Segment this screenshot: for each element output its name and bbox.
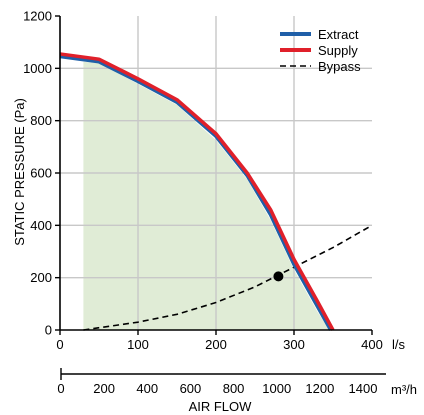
x2-tick-label: 200 xyxy=(93,381,115,396)
x-tick-label: 200 xyxy=(205,337,227,352)
x-axis-unit-ls: l/s xyxy=(392,337,406,352)
legend-label-bypass: Bypass xyxy=(318,59,361,74)
x2-tick-label: 1200 xyxy=(305,381,334,396)
legend-label-extract: Extract xyxy=(318,27,359,42)
operating-point xyxy=(273,271,284,282)
working-area xyxy=(83,61,330,331)
y-ticks: 0 200 400 600 800 1000 1200 xyxy=(23,9,60,338)
x2-tick-label: 400 xyxy=(136,381,158,396)
x-ticks: 0 100 200 300 400 xyxy=(56,330,383,352)
y-tick-label: 1200 xyxy=(23,9,52,24)
x2-tick-label: 800 xyxy=(223,381,245,396)
grid xyxy=(60,16,372,330)
series-line-supply xyxy=(59,52,335,331)
x-tick-label: 400 xyxy=(361,337,383,352)
y-tick-label: 0 xyxy=(45,323,52,338)
x2-tick-label: 600 xyxy=(180,381,202,396)
y-tick-label: 600 xyxy=(30,166,52,181)
x-axis-label: AIR FLOW xyxy=(189,399,253,414)
x-tick-label: 0 xyxy=(56,337,63,352)
y-tick-label: 800 xyxy=(30,113,52,128)
x2-axis: 0 200 400 600 800 1000 1200 1400 xyxy=(57,368,386,396)
x2-tick-label: 0 xyxy=(57,381,64,396)
y-tick-label: 1000 xyxy=(23,61,52,76)
series-layer xyxy=(59,52,373,331)
x-tick-label: 100 xyxy=(127,337,149,352)
series-line-bypass xyxy=(83,224,373,331)
x2-tick-label: 1000 xyxy=(262,381,291,396)
legend-label-supply: Supply xyxy=(318,43,358,58)
y-axis-label: STATIC PRESSURE (Pa) xyxy=(12,98,27,246)
x-tick-label: 300 xyxy=(283,337,305,352)
x2-tick-label: 1400 xyxy=(349,381,378,396)
y-tick-label: 400 xyxy=(30,218,52,233)
y-tick-label: 200 xyxy=(30,270,52,285)
x2-axis-unit-m3h: m³/h xyxy=(391,382,417,397)
